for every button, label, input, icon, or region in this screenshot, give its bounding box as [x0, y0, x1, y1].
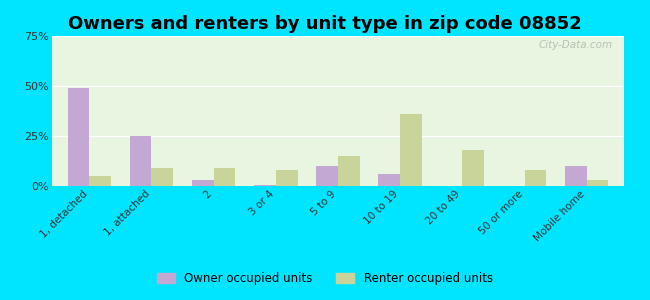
Bar [462, 150, 484, 186]
Text: City-Data.com: City-Data.com [538, 40, 612, 50]
Bar [192, 180, 214, 186]
Bar [565, 166, 587, 186]
Bar [254, 185, 276, 186]
Bar [151, 168, 174, 186]
Text: Owners and renters by unit type in zip code 08852: Owners and renters by unit type in zip c… [68, 15, 582, 33]
Bar [68, 88, 89, 186]
Legend: Owner occupied units, Renter occupied units: Owner occupied units, Renter occupied un… [151, 266, 499, 291]
Bar [130, 136, 151, 186]
Bar [587, 180, 608, 186]
Bar [378, 174, 400, 186]
Bar [338, 156, 359, 186]
Bar [400, 114, 422, 186]
Bar [317, 166, 338, 186]
Bar [276, 170, 298, 186]
Bar [89, 176, 111, 186]
Bar [525, 170, 546, 186]
Bar [214, 168, 235, 186]
